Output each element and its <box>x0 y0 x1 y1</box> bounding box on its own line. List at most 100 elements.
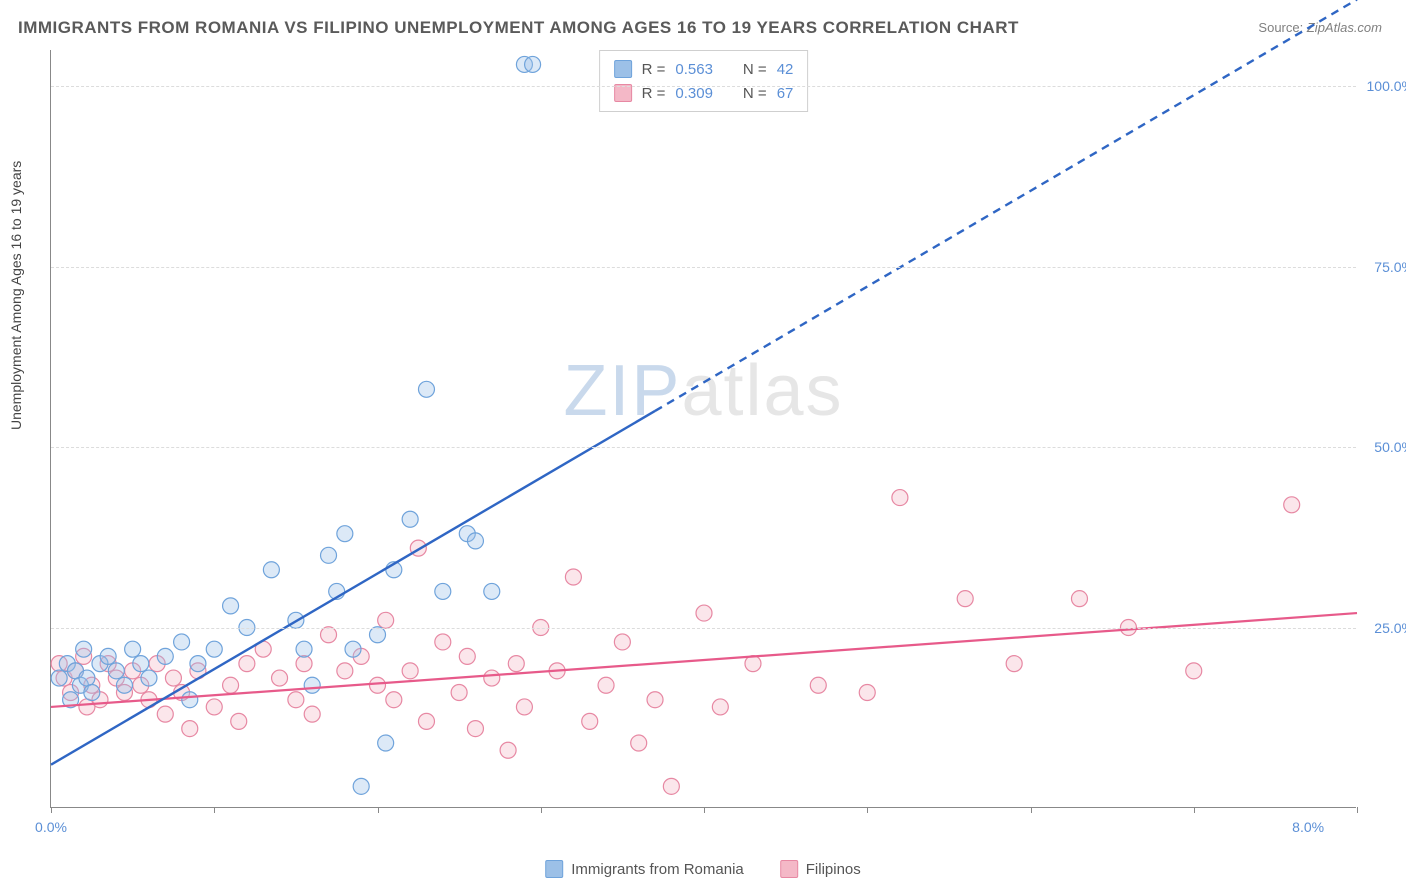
scatter-point <box>451 684 467 700</box>
gridline <box>51 267 1356 268</box>
y-tick-label: 100.0% <box>1367 78 1406 94</box>
gridline <box>51 86 1356 87</box>
scatter-point <box>116 677 132 693</box>
scatter-point <box>598 677 614 693</box>
scatter-point <box>386 692 402 708</box>
scatter-point <box>345 641 361 657</box>
legend-swatch <box>780 860 798 878</box>
scatter-point <box>304 677 320 693</box>
scatter-point <box>51 670 67 686</box>
bottom-legend: Immigrants from Romania Filipinos <box>545 860 861 878</box>
scatter-point <box>133 656 149 672</box>
scatter-point <box>859 684 875 700</box>
scatter-point <box>484 670 500 686</box>
scatter-point <box>337 526 353 542</box>
scatter-point <box>647 692 663 708</box>
scatter-point <box>84 684 100 700</box>
scatter-point <box>631 735 647 751</box>
legend-item: Immigrants from Romania <box>545 860 744 878</box>
scatter-point <box>1071 591 1087 607</box>
scatter-point <box>712 699 728 715</box>
r-value: 0.563 <box>675 61 713 78</box>
scatter-point <box>108 663 124 679</box>
scatter-point <box>435 583 451 599</box>
plot-area: ZIPatlas R =0.563N =42R =0.309N =67 25.0… <box>50 50 1356 808</box>
scatter-point <box>525 56 541 72</box>
scatter-point <box>100 648 116 664</box>
scatter-point <box>370 677 386 693</box>
x-tick-label: 8.0% <box>1292 819 1324 835</box>
scatter-point <box>296 656 312 672</box>
scatter-point <box>459 648 475 664</box>
scatter-point <box>467 533 483 549</box>
stats-row: R =0.563N =42 <box>614 57 794 81</box>
scatter-point <box>223 677 239 693</box>
scatter-point <box>76 641 92 657</box>
scatter-point <box>239 656 255 672</box>
scatter-point <box>296 641 312 657</box>
x-tick <box>1031 807 1032 813</box>
scatter-point <box>206 641 222 657</box>
scatter-point <box>1006 656 1022 672</box>
scatter-point <box>614 634 630 650</box>
stats-row: R =0.309N =67 <box>614 81 794 105</box>
source-value: ZipAtlas.com <box>1307 20 1382 35</box>
stats-legend-box: R =0.563N =42R =0.309N =67 <box>599 50 809 112</box>
x-tick-label: 0.0% <box>35 819 67 835</box>
scatter-point <box>745 656 761 672</box>
chart-title: IMMIGRANTS FROM ROMANIA VS FILIPINO UNEM… <box>18 18 1019 38</box>
legend-item: Filipinos <box>780 860 861 878</box>
scatter-point <box>182 721 198 737</box>
scatter-point <box>402 511 418 527</box>
scatter-point <box>190 656 206 672</box>
scatter-point <box>125 641 141 657</box>
scatter-point <box>288 692 304 708</box>
scatter-point <box>79 670 95 686</box>
x-tick <box>378 807 379 813</box>
scatter-point <box>141 670 157 686</box>
scatter-point <box>500 742 516 758</box>
scatter-point <box>582 713 598 729</box>
scatter-point <box>272 670 288 686</box>
scatter-point <box>418 713 434 729</box>
x-tick <box>541 807 542 813</box>
scatter-point <box>157 706 173 722</box>
scatter-point <box>223 598 239 614</box>
x-tick <box>1357 807 1358 813</box>
legend-label: Immigrants from Romania <box>571 861 744 878</box>
scatter-point <box>263 562 279 578</box>
scatter-point <box>231 713 247 729</box>
scatter-point <box>370 627 386 643</box>
x-tick <box>867 807 868 813</box>
scatter-point <box>378 612 394 628</box>
scatter-point <box>508 656 524 672</box>
scatter-point <box>957 591 973 607</box>
scatter-point <box>337 663 353 679</box>
scatter-point <box>182 692 198 708</box>
scatter-point <box>321 547 337 563</box>
x-tick <box>214 807 215 813</box>
y-tick-label: 25.0% <box>1374 620 1406 636</box>
scatter-point <box>353 778 369 794</box>
legend-label: Filipinos <box>806 861 861 878</box>
scatter-point <box>1284 497 1300 513</box>
scatter-point <box>304 706 320 722</box>
legend-swatch <box>545 860 563 878</box>
scatter-point <box>321 627 337 643</box>
scatter-point <box>663 778 679 794</box>
scatter-point <box>378 735 394 751</box>
scatter-point <box>157 648 173 664</box>
scatter-point <box>484 583 500 599</box>
trendline-romania-solid <box>51 411 655 765</box>
scatter-point <box>467 721 483 737</box>
n-value: 42 <box>777 61 794 78</box>
gridline <box>51 447 1356 448</box>
y-tick-label: 75.0% <box>1374 259 1406 275</box>
scatter-point <box>402 663 418 679</box>
chart-svg <box>51 50 1356 807</box>
scatter-point <box>174 634 190 650</box>
scatter-point <box>810 677 826 693</box>
scatter-point <box>435 634 451 650</box>
scatter-point <box>696 605 712 621</box>
scatter-point <box>892 490 908 506</box>
